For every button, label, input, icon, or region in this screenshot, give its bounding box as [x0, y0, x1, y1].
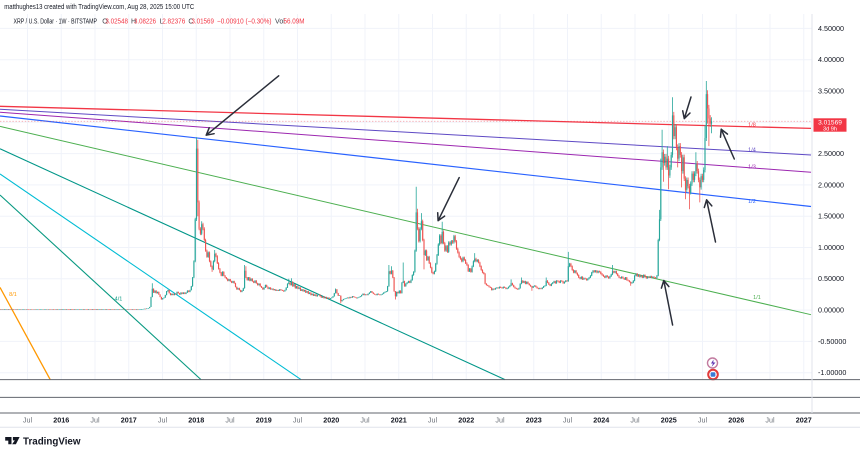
svg-text:H: H: [131, 17, 136, 25]
svg-text:2019: 2019: [256, 415, 272, 424]
svg-text:−0.00910 (−0.30%): −0.00910 (−0.30%): [217, 17, 272, 25]
svg-text:Jul: Jul: [428, 415, 438, 424]
svg-text:TradingView: TradingView: [23, 436, 81, 448]
svg-text:O: O: [102, 17, 108, 25]
svg-text:1/3: 1/3: [748, 165, 756, 171]
svg-text:Vol: Vol: [275, 17, 285, 25]
svg-text:Jul: Jul: [765, 415, 775, 424]
svg-text:C: C: [188, 17, 193, 25]
svg-text:Jul: Jul: [698, 415, 708, 424]
svg-text:-0.50000: -0.50000: [818, 337, 846, 346]
svg-text:2026: 2026: [728, 415, 744, 424]
svg-text:2022: 2022: [458, 415, 474, 424]
svg-text:1/2: 1/2: [748, 199, 756, 205]
svg-text:2027: 2027: [796, 415, 812, 424]
svg-text:matthughes13 created with Trad: matthughes13 created with TradingView.co…: [4, 4, 194, 11]
svg-text:2018: 2018: [188, 415, 204, 424]
svg-text:3.08226: 3.08226: [134, 17, 156, 25]
svg-text:2023: 2023: [526, 415, 542, 424]
svg-text:Jul: Jul: [90, 415, 100, 424]
svg-text:1.00000: 1.00000: [818, 243, 844, 252]
svg-text:4.50000: 4.50000: [818, 24, 844, 33]
svg-text:0.50000: 0.50000: [818, 274, 844, 283]
svg-text:2.50000: 2.50000: [818, 149, 844, 158]
svg-text:2017: 2017: [121, 415, 137, 424]
svg-text:2025: 2025: [661, 415, 677, 424]
svg-text:3.01569: 3.01569: [191, 17, 214, 25]
svg-text:2.82376: 2.82376: [162, 17, 185, 25]
svg-text:2.00000: 2.00000: [818, 180, 844, 189]
svg-text:Jul: Jul: [495, 415, 505, 424]
svg-text:1.50000: 1.50000: [818, 212, 844, 221]
svg-text:1/4: 1/4: [748, 148, 756, 154]
svg-text:3.01569: 3.01569: [818, 120, 842, 127]
svg-text:XRP / U.S. Dollar · 1W · BITST: XRP / U.S. Dollar · 1W · BITSTAMP: [14, 17, 98, 25]
svg-text:Jul: Jul: [360, 415, 370, 424]
svg-text:L: L: [160, 17, 164, 25]
svg-text:2021: 2021: [391, 415, 407, 424]
svg-text:Jul: Jul: [630, 415, 640, 424]
svg-text:Jul: Jul: [158, 415, 168, 424]
svg-text:1/8: 1/8: [748, 123, 756, 129]
svg-text:2020: 2020: [323, 415, 339, 424]
svg-text:3.02548: 3.02548: [105, 17, 128, 25]
svg-text:1/1: 1/1: [753, 295, 761, 301]
svg-text:Jul: Jul: [225, 415, 235, 424]
svg-text:0.00000: 0.00000: [818, 306, 844, 315]
svg-text:2016: 2016: [53, 415, 69, 424]
svg-text:8/1: 8/1: [9, 292, 17, 298]
svg-text:-1.00000: -1.00000: [818, 368, 846, 377]
svg-text:56.09M: 56.09M: [284, 17, 305, 25]
svg-text:4.00000: 4.00000: [818, 55, 844, 64]
svg-text:3.50000: 3.50000: [818, 86, 844, 95]
svg-text:3d 9h: 3d 9h: [823, 127, 837, 133]
svg-text:Jul: Jul: [293, 415, 303, 424]
svg-text:2024: 2024: [593, 415, 609, 424]
svg-text:Jul: Jul: [23, 415, 33, 424]
svg-text:4/1: 4/1: [115, 297, 123, 303]
svg-text:Jul: Jul: [563, 415, 573, 424]
